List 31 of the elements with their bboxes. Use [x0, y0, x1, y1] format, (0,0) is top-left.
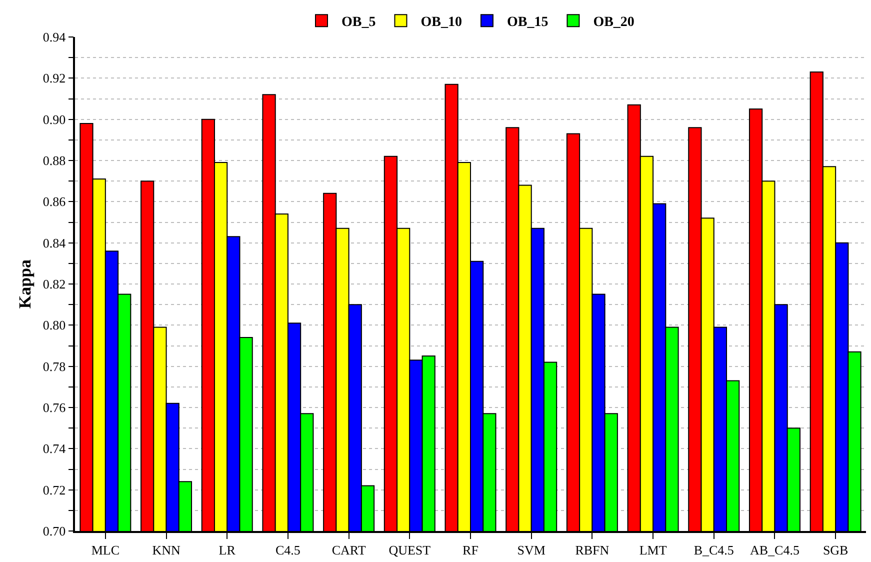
x-tick-label: AB_C4.5: [750, 542, 800, 558]
x-tick-label: LR: [218, 542, 236, 558]
y-tick-label: 0.70: [42, 524, 66, 539]
y-tick-label: 0.88: [42, 153, 66, 168]
y-tick-label: 0.84: [42, 235, 66, 250]
x-tick-label: C4.5: [276, 542, 300, 558]
x-tick-label: MLC: [91, 542, 120, 558]
legend-label: OB_15: [506, 15, 548, 30]
legend-label: OB_20: [593, 15, 634, 30]
x-tick-label: RF: [462, 542, 478, 558]
x-tick-label: RBFN: [575, 542, 610, 558]
y-tick-label: 0.86: [42, 194, 66, 210]
y-tick-label: 0.90: [42, 112, 66, 127]
x-tick-label: QUEST: [388, 542, 431, 558]
legend-label: OB_10: [420, 15, 462, 30]
x-tick-label: CART: [332, 542, 366, 558]
y-tick-label: 0.72: [42, 482, 66, 498]
x-tick-label: KNN: [152, 542, 181, 558]
y-tick-label: 0.92: [42, 70, 66, 86]
y-tick-label: 0.78: [42, 358, 66, 374]
x-tick-label: SGB: [822, 542, 849, 558]
y-axis-title: Kappa: [16, 258, 34, 309]
y-tick-label: 0.74: [42, 441, 66, 456]
x-tick-label: B_C4.5: [694, 542, 734, 558]
y-tick-label: 0.76: [42, 400, 66, 416]
x-tick-label: LMT: [639, 542, 667, 558]
y-tick-label: 0.82: [42, 276, 66, 292]
y-tick-label: 0.94: [42, 30, 66, 45]
legend-label: OB_5: [342, 15, 376, 30]
y-tick-label: 0.80: [42, 318, 66, 333]
x-tick-label: SVM: [517, 542, 546, 558]
